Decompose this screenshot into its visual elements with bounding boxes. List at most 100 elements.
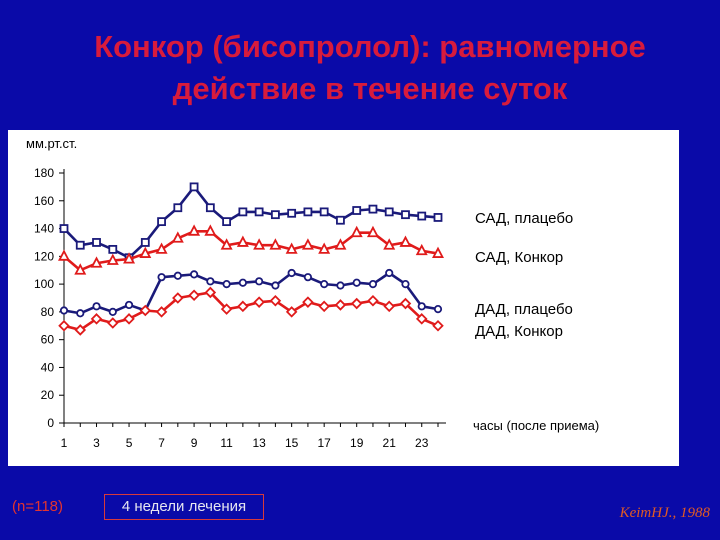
y-tick-label: 160 [34,194,54,208]
data-point-circle [76,309,85,318]
data-point-diamond [58,320,70,332]
data-point-circle [433,305,443,314]
data-point-triangle [415,243,428,256]
x-tick-label: 17 [317,436,331,450]
data-point-circle [287,268,296,278]
data-point-square [336,215,345,225]
series-line [63,185,439,260]
data-point-triangle [220,238,233,250]
data-point-square [157,217,166,227]
slide-title: Конкор (бисопролол): равномерное действи… [40,26,700,110]
y-tick-label: 120 [34,249,54,263]
data-point-diamond [155,306,168,318]
data-point-diamond [285,306,298,318]
data-point-diamond [188,289,200,301]
data-point-square [222,217,232,227]
data-point-triangle [188,224,201,236]
series-1 [59,182,443,263]
x-axis-label: часы (после приема) [473,418,599,433]
y-tick-label: 60 [41,333,55,347]
data-point-triangle [236,235,249,247]
data-point-square [205,203,215,213]
data-point-diamond [220,303,233,315]
y-tick-label: 180 [34,166,54,180]
data-point-triangle [155,242,168,254]
series-line [63,291,439,332]
data-point-square [108,244,118,254]
data-point-triangle [204,224,217,236]
data-point-square [352,206,362,215]
series-line [63,271,439,315]
data-point-diamond [318,300,330,313]
x-tick-label: 9 [191,436,198,450]
data-point-triangle [139,246,152,258]
data-point-square [368,204,378,214]
data-point-circle [417,302,426,311]
x-tick-label: 19 [350,436,364,450]
data-point-circle [92,302,101,311]
data-point-square [92,238,101,247]
data-point-diamond [204,286,217,299]
data-point-square [433,213,443,222]
data-point-triangle [383,238,396,250]
x-tick-label: 15 [285,436,299,450]
data-point-square [287,208,297,218]
data-point-triangle [318,242,331,254]
data-point-diamond [237,300,249,313]
data-point-circle [173,271,182,280]
sample-size-label: (n=118) [12,498,64,515]
data-point-triangle [366,225,379,238]
legend-entry: ДАД, плацебо [475,301,573,318]
data-point-circle [206,277,215,286]
series-3 [59,268,443,318]
x-tick-label: 1 [61,436,68,450]
chart-panel: мм.рт.ст. часы (после приема) 0 20 40 60 80 1… [8,130,679,466]
legend-entry: САД, плацебо [475,210,573,227]
data-point-diamond [74,324,87,336]
treatment-duration-box: 4 недели лечения [104,494,264,520]
y-tick-label: 80 [41,305,55,319]
data-point-triangle [432,246,444,258]
data-point-diamond [253,296,265,308]
x-tick-label: 3 [93,436,100,450]
data-point-diamond [383,300,395,313]
title-line-1: Конкор (бисопролол): равномерное [94,29,646,64]
data-point-square [173,203,183,213]
citation: KeimHJ., 1988 [619,505,710,521]
title-line-2: действие в течение суток [172,71,568,106]
data-point-square [417,211,427,221]
data-point-triangle [399,235,412,247]
data-point-square [238,207,248,217]
data-point-triangle [74,263,87,275]
data-point-square [75,240,85,250]
data-point-diamond [432,320,444,332]
data-point-square [59,224,69,233]
legend-entry: САД, Конкор [475,249,563,266]
data-point-square [270,210,280,220]
data-point-circle [222,280,231,289]
data-point-circle [368,280,378,289]
data-point-triangle [269,238,282,250]
data-point-triangle [171,231,184,243]
data-point-circle [255,277,264,286]
data-point-circle [336,281,345,290]
x-tick-label: 13 [252,436,266,450]
data-point-diamond [172,292,184,304]
data-point-square [319,207,329,217]
data-point-diamond [350,297,363,310]
data-point-square [384,207,394,217]
series-4 [58,286,444,336]
data-point-circle [157,273,166,282]
x-tick-label: 7 [158,436,165,450]
data-point-diamond [334,299,347,311]
data-point-diamond [90,313,103,325]
data-point-diamond [399,297,412,310]
data-point-triangle [106,253,119,265]
legend-entry: ДАД, Конкор [475,323,563,340]
x-tick-label: 21 [383,436,397,450]
data-point-diamond [415,313,428,325]
data-point-triangle [285,242,298,254]
data-point-diamond [107,317,119,329]
data-point-square [140,238,150,247]
series-2 [58,224,444,275]
